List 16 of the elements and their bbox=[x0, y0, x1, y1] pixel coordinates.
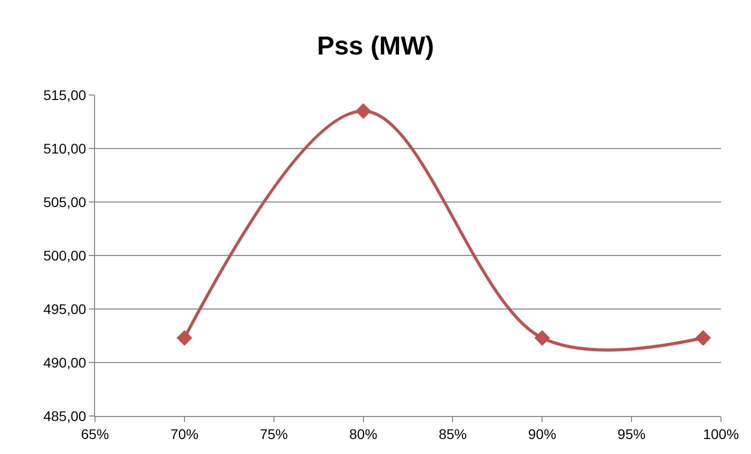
x-tick-label: 80% bbox=[349, 426, 378, 442]
y-tick-label: 510,00 bbox=[43, 140, 86, 156]
x-tick-label: 70% bbox=[170, 426, 198, 442]
x-tick-label: 90% bbox=[528, 426, 556, 442]
x-tick-label: 100% bbox=[703, 426, 739, 442]
y-tick-label: 485,00 bbox=[43, 408, 86, 424]
chart-title: Pss (MW) bbox=[317, 30, 434, 60]
x-tick-label: 65% bbox=[80, 426, 110, 442]
x-tick-label: 95% bbox=[618, 426, 646, 442]
x-tick-label: 85% bbox=[438, 426, 467, 442]
x-tick-label: 75% bbox=[260, 426, 288, 442]
y-tick-label: 500,00 bbox=[43, 247, 86, 264]
y-tick-label: 490,00 bbox=[43, 354, 86, 370]
y-tick-label: 505,00 bbox=[43, 194, 86, 210]
y-tick-label: 515,00 bbox=[43, 86, 86, 103]
y-tick-label: 495,00 bbox=[43, 300, 86, 317]
